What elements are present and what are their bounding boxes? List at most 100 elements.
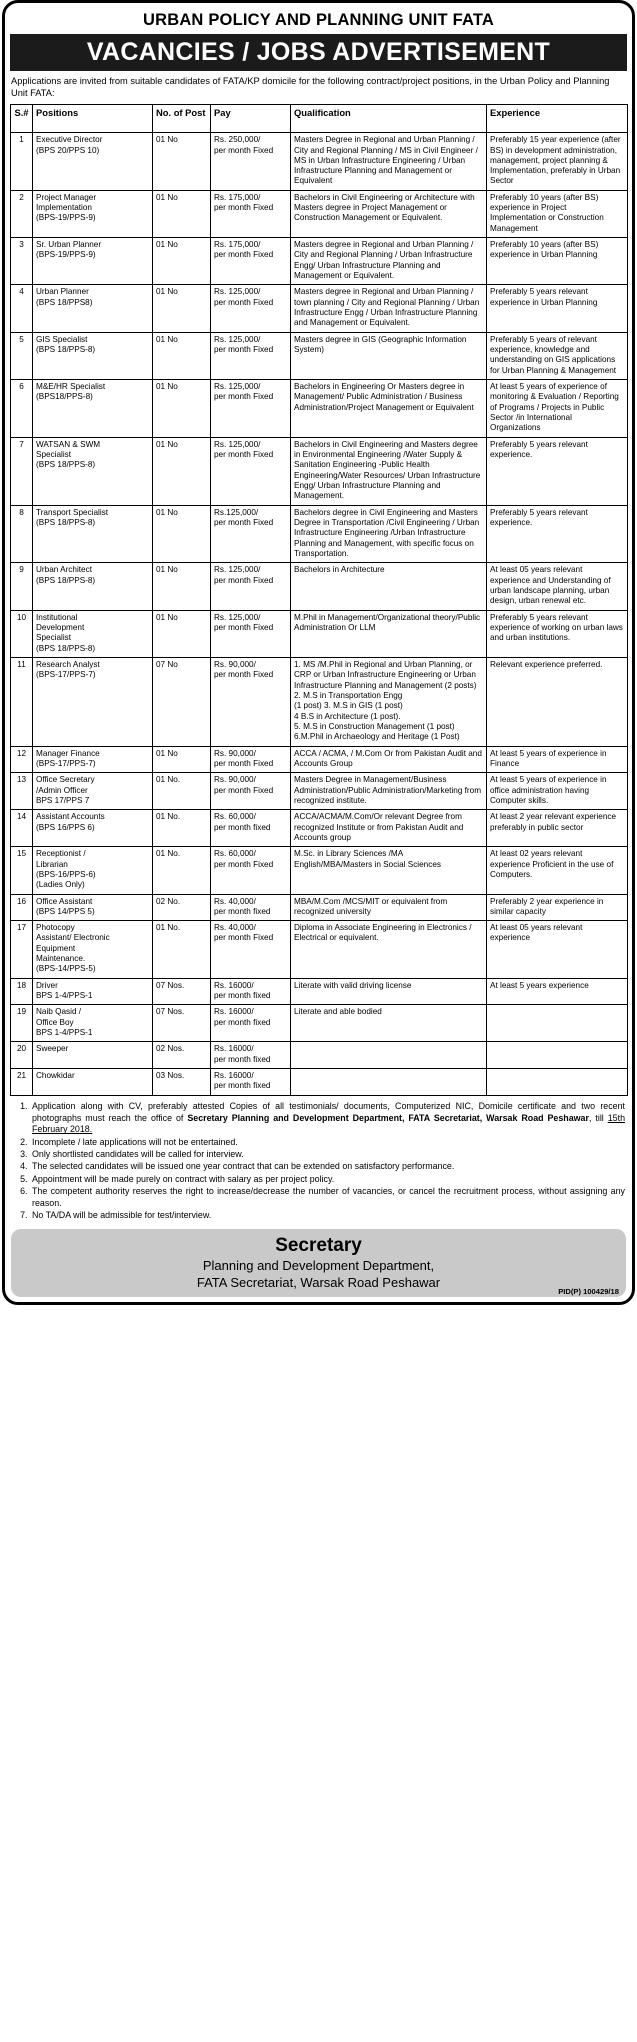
- table-row: 6 M&E/HR Specialist (BPS18/PPS-8) 01 No Rs.…: [10, 379, 628, 438]
- row-cell-pay: Rs. 60,000/ per month Fixed: [210, 846, 291, 895]
- row-cell-posts: 01 No: [152, 237, 211, 286]
- column-header-sn: S.#: [10, 104, 33, 134]
- row-cell-position: Photocopy Assistant/ Electronic Equipmen…: [32, 920, 153, 979]
- row-cell-experience: [486, 1041, 628, 1070]
- table-row: 10 Institutional Development Specialist (…: [10, 609, 628, 658]
- row-cell-position: Office Assistant (BPS 14/PPS 5): [32, 893, 153, 922]
- row-cell-qualification: 1. MS /M.Phil in Regional and Urban Plan…: [290, 656, 487, 747]
- row-cell-qualification: Bachelors in Architecture: [290, 562, 487, 611]
- notes-list: Application along with CV, preferably at…: [10, 1101, 627, 1222]
- note-item-7: No TA/DA will be admissible for test/int…: [30, 1210, 625, 1222]
- row-cell-pay: Rs. 40,000/ per month fixed: [210, 893, 291, 922]
- row-cell-pay: Rs. 125,000/ per month Fixed: [210, 436, 291, 506]
- row-cell-position: Manager Finance (BPS-17/PPS-7): [32, 745, 153, 774]
- row-cell-posts: 01 No: [152, 504, 211, 564]
- row-cell-qualification: Masters Degree in Regional and Urban Pla…: [290, 132, 487, 191]
- row-cell-sn: 1: [10, 132, 33, 191]
- row-cell-pay: Rs. 60,000/ per month fixed: [210, 809, 291, 848]
- row-cell-position: Transport Specialist (BPS 18/PPS-8): [32, 504, 153, 564]
- row-cell-experience: At least 5 years of experience in Financ…: [486, 745, 628, 774]
- column-header-no-of-post: No. of Post: [152, 104, 211, 134]
- row-cell-position: Office Secretary /Admin Officer BPS 17/P…: [32, 772, 153, 811]
- table-row: 15 Receptionist / Librarian (BPS-16/PPS-6…: [10, 846, 628, 895]
- row-cell-position: Institutional Development Specialist (BP…: [32, 609, 153, 658]
- note-1-office: Secretary Planning and Development Depar…: [187, 1112, 589, 1123]
- note-item-1: Application along with CV, preferably at…: [30, 1101, 625, 1137]
- row-cell-pay: Rs. 125,000/ per month Fixed: [210, 562, 291, 611]
- row-cell-experience: Preferably 15 year experience (after BS)…: [486, 132, 628, 191]
- row-cell-experience: Preferably 5 years relevant experience i…: [486, 284, 628, 333]
- row-cell-qualification: Bachelors in Civil Engineering or Archit…: [290, 189, 487, 239]
- note-1-text-a: Application along with CV, preferably at…: [32, 1100, 625, 1123]
- row-cell-sn: 12: [10, 745, 33, 774]
- row-cell-experience: At least 5 years experience: [486, 977, 628, 1006]
- row-cell-pay: Rs. 16000/ per month fixed: [210, 1041, 291, 1070]
- row-cell-pay: Rs. 250,000/ per month Fixed: [210, 132, 291, 191]
- table-header-row: S.# Positions No. of Post Pay Qualificat…: [10, 104, 628, 134]
- row-cell-position: Sr. Urban Planner (BPS-19/PPS-9): [32, 237, 153, 286]
- pid-code: PID(P) 100429/18: [558, 1286, 619, 1296]
- row-cell-posts: 03 Nos.: [152, 1068, 211, 1096]
- row-cell-position: WATSAN & SWM Specialist (BPS 18/PPS-8): [32, 436, 153, 506]
- row-cell-position: Receptionist / Librarian (BPS-16/PPS-6) …: [32, 846, 153, 895]
- table-row: 12 Manager Finance (BPS-17/PPS-7) 01 No Rs.…: [10, 745, 628, 774]
- row-cell-sn: 16: [10, 893, 33, 922]
- row-cell-experience: Preferably 5 years relevant experience.: [486, 436, 628, 506]
- row-cell-sn: 17: [10, 920, 33, 979]
- row-cell-sn: 18: [10, 977, 33, 1006]
- row-cell-sn: 15: [10, 846, 33, 895]
- row-cell-posts: 01 No: [152, 132, 211, 191]
- table-row: 13 Office Secretary /Admin Officer BPS 17…: [10, 772, 628, 811]
- row-cell-sn: 8: [10, 504, 33, 564]
- row-cell-posts: 01 No: [152, 745, 211, 774]
- row-cell-pay: Rs. 90,000/ per month Fixed: [210, 656, 291, 747]
- row-cell-position: Urban Architect (BPS 18/PPS-8): [32, 562, 153, 611]
- table-row: 18 Driver BPS 1-4/PPS-1 07 Nos. Rs. 16000/ …: [10, 977, 628, 1006]
- table-row: 5 GIS Specialist (BPS 18/PPS-8) 01 No Rs. 1…: [10, 331, 628, 381]
- vacancies-table: S.# Positions No. of Post Pay Qualificat…: [10, 104, 628, 1096]
- row-cell-position: Sweeper: [32, 1041, 153, 1070]
- row-cell-position: M&E/HR Specialist (BPS18/PPS-8): [32, 379, 153, 438]
- row-cell-posts: 02 Nos.: [152, 1041, 211, 1070]
- row-cell-position: Executive Director (BPS 20/PPS 10): [32, 132, 153, 191]
- row-cell-sn: 11: [10, 656, 33, 747]
- row-cell-qualification: ACCA/ACMA/M.Com/Or relevant Degree from …: [290, 809, 487, 848]
- table-row: 20 Sweeper 02 Nos. Rs. 16000/ per month fix…: [10, 1041, 628, 1070]
- row-cell-experience: Preferably 5 years of relevant experienc…: [486, 331, 628, 381]
- note-item-3: Only shortlisted candidates will be call…: [30, 1149, 625, 1161]
- row-cell-qualification: Masters degree in Regional and Urban Pla…: [290, 237, 487, 286]
- column-header-positions: Positions: [32, 104, 153, 134]
- intro-paragraph: Applications are invited from suitable c…: [11, 76, 610, 99]
- row-cell-sn: 4: [10, 284, 33, 333]
- row-cell-position: Assistant Accounts (BPS 16/PPS 6): [32, 809, 153, 848]
- row-cell-experience: At least 5 years of experience in office…: [486, 772, 628, 811]
- row-cell-qualification: Bachelors in Civil Engineering and Maste…: [290, 436, 487, 506]
- row-cell-sn: 7: [10, 436, 33, 506]
- row-cell-posts: 01 No.: [152, 920, 211, 979]
- row-cell-pay: Rs. 125,000/ per month Fixed: [210, 331, 291, 381]
- row-cell-sn: 9: [10, 562, 33, 611]
- table-row: 21 Chowkidar 03 Nos. Rs. 16000/ per month f…: [10, 1068, 628, 1096]
- row-cell-pay: Rs. 90,000/ per month Fixed: [210, 745, 291, 774]
- row-cell-position: Urban Planner (BPS 18/PPS8): [32, 284, 153, 333]
- signature-box: Secretary Planning and Development Depar…: [11, 1229, 626, 1297]
- row-cell-sn: 19: [10, 1004, 33, 1043]
- row-cell-position: Driver BPS 1-4/PPS-1: [32, 977, 153, 1006]
- row-cell-sn: 20: [10, 1041, 33, 1070]
- row-cell-sn: 21: [10, 1068, 33, 1096]
- table-row: 17 Photocopy Assistant/ Electronic Equipm…: [10, 920, 628, 979]
- row-cell-position: Naib Qasid / Office Boy BPS 1-4/PPS-1: [32, 1004, 153, 1043]
- row-cell-posts: 07 Nos.: [152, 1004, 211, 1043]
- table-row: 14 Assistant Accounts (BPS 16/PPS 6) 01 No…: [10, 809, 628, 848]
- row-cell-pay: Rs. 16000/ per month fixed: [210, 977, 291, 1006]
- row-cell-qualification: MBA/M.Com /MCS/MIT or equivalent from re…: [290, 893, 487, 922]
- row-cell-sn: 10: [10, 609, 33, 658]
- row-cell-position: Chowkidar: [32, 1068, 153, 1096]
- table-row: 11 Research Analyst (BPS-17/PPS-7) 07 No Rs…: [10, 656, 628, 747]
- row-cell-qualification: Masters degree in GIS (Geographic Inform…: [290, 331, 487, 381]
- table-row: 1 Executive Director (BPS 20/PPS 10) 01 No…: [10, 132, 628, 191]
- signature-address: FATA Secretariat, Warsak Road Peshawar: [196, 1274, 441, 1290]
- table-row: 16 Office Assistant (BPS 14/PPS 5) 02 No. R…: [10, 893, 628, 922]
- row-cell-posts: 07 Nos.: [152, 977, 211, 1006]
- row-cell-pay: Rs. 16000/ per month fixed: [210, 1068, 291, 1096]
